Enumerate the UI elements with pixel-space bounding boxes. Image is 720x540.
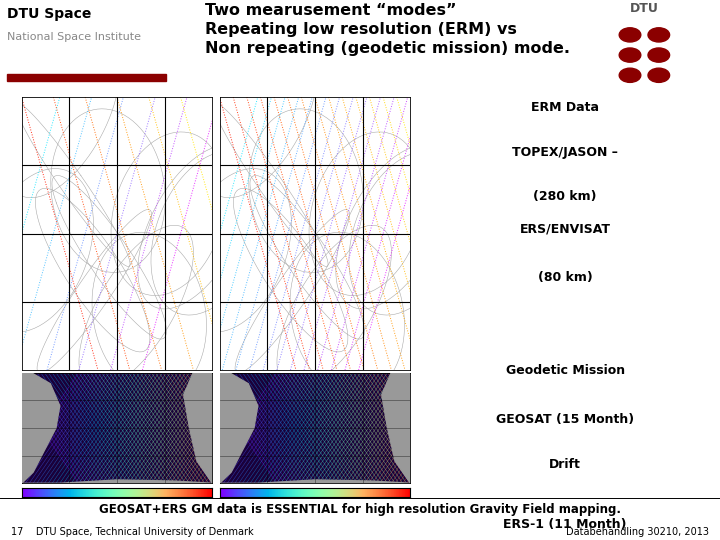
Polygon shape [22, 480, 212, 495]
Text: National Space Institute: National Space Institute [7, 32, 141, 42]
Polygon shape [220, 373, 258, 483]
Text: 17    DTU Space, Technical University of Denmark: 17 DTU Space, Technical University of De… [11, 527, 253, 537]
Text: Databehandling 30210, 2013: Databehandling 30210, 2013 [566, 527, 709, 537]
Text: GEOSAT+ERS GM data is ESSENTIAL for high resolution Gravity Field mapping.: GEOSAT+ERS GM data is ESSENTIAL for high… [99, 503, 621, 516]
Text: DTU: DTU [630, 2, 659, 15]
Ellipse shape [648, 28, 670, 42]
Polygon shape [184, 373, 212, 483]
Bar [7, 75, 166, 81]
Text: ERS/ENVISAT: ERS/ENVISAT [520, 222, 611, 236]
Ellipse shape [648, 48, 670, 62]
Ellipse shape [619, 48, 641, 62]
Text: TOPEX/JASON –: TOPEX/JASON – [512, 146, 618, 159]
Ellipse shape [619, 68, 641, 83]
Polygon shape [22, 373, 60, 483]
Ellipse shape [619, 28, 641, 42]
Text: ERM Data: ERM Data [531, 102, 599, 114]
Ellipse shape [648, 68, 670, 83]
Text: DTU Space: DTU Space [7, 8, 91, 22]
Text: Geodetic Mission: Geodetic Mission [505, 364, 625, 377]
Text: Drift: Drift [549, 458, 581, 471]
Text: Two mearusement “modes”
Repeating low resolution (ERM) vs
Non repeating (geodeti: Two mearusement “modes” Repeating low re… [205, 3, 570, 56]
Polygon shape [220, 480, 410, 495]
Polygon shape [382, 373, 410, 483]
Text: GEOSAT (15 Month): GEOSAT (15 Month) [496, 413, 634, 426]
Text: (280 km): (280 km) [534, 190, 597, 204]
Text: (80 km): (80 km) [538, 271, 593, 285]
Text: ERS-1 (11 Month): ERS-1 (11 Month) [503, 518, 627, 531]
